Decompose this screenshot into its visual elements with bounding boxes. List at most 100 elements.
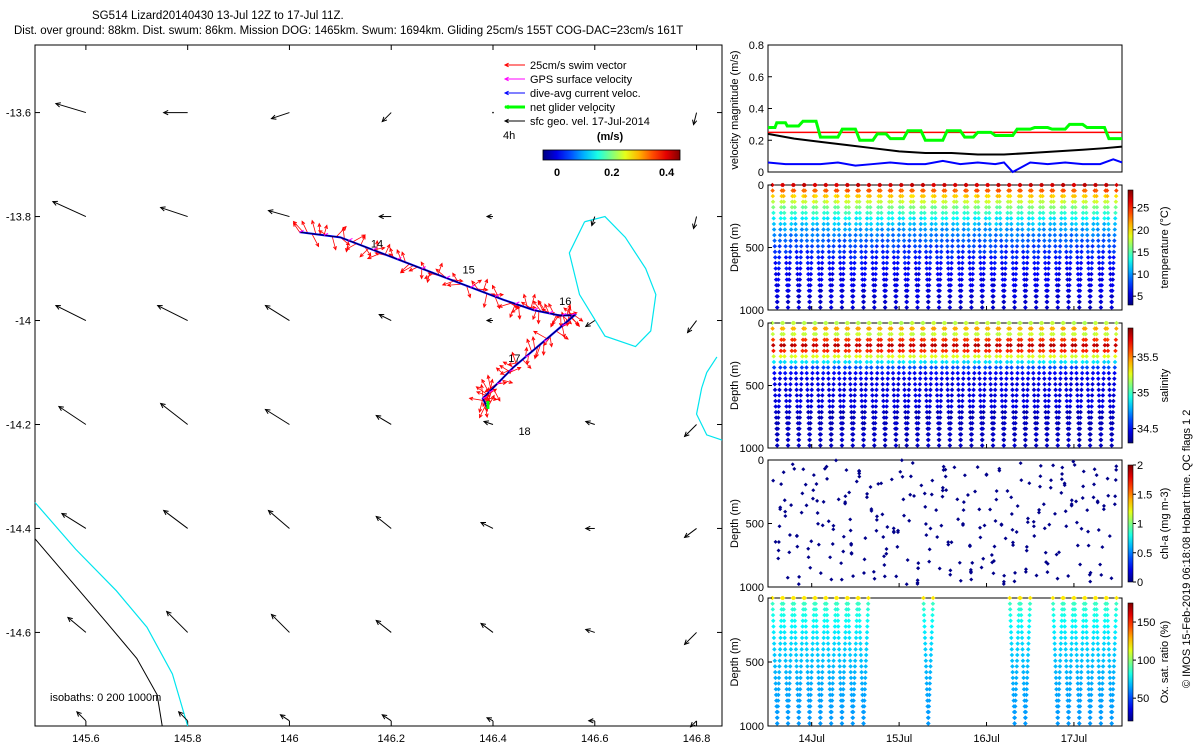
salinity-data-point <box>1030 354 1035 359</box>
temperature-data-point <box>958 305 963 310</box>
chla-data-point <box>967 543 972 548</box>
legend-entry: dive-avg current veloc. <box>530 88 641 100</box>
salinity-data-point <box>935 398 940 404</box>
temperature-data-point <box>1044 299 1050 305</box>
salinity-data-point <box>797 420 802 426</box>
salinity-data-point <box>813 331 819 337</box>
salinity-data-point <box>918 370 923 376</box>
swim-vector <box>563 307 574 316</box>
salinity-data-point <box>927 415 932 420</box>
salinity-data-point <box>776 415 781 420</box>
chla-data-point <box>989 553 994 557</box>
swim-vector <box>499 365 510 372</box>
oxygen-data-point <box>1064 664 1069 669</box>
velocity-y-label: velocity magnitude (m/s) <box>729 50 741 169</box>
temperature-data-point <box>926 305 931 310</box>
swim-vector <box>469 397 484 401</box>
chla-data-point <box>937 566 942 571</box>
oxygen-data-point <box>1090 664 1095 669</box>
chla-data-point <box>915 578 920 583</box>
oxygen-data-point <box>1075 686 1081 692</box>
temperature-data-point <box>1030 221 1036 227</box>
temperature-data-point <box>776 271 781 277</box>
salinity-data-point <box>821 348 827 354</box>
salinity-data-point <box>916 409 922 415</box>
oxygen-data-point <box>792 607 797 612</box>
salinity-data-point <box>800 348 805 354</box>
salinity-data-point <box>863 387 869 393</box>
temperature-data-point <box>870 266 876 271</box>
temperature-data-point <box>957 271 962 277</box>
swim-vector <box>489 379 493 392</box>
salinity-data-point <box>865 343 870 348</box>
oxygen-data-point <box>1026 624 1032 629</box>
oxygen-data-point <box>1099 686 1105 692</box>
salinity-data-point <box>865 337 870 342</box>
oxygen-data-point <box>832 624 838 629</box>
salinity-data-point <box>861 432 867 437</box>
salinity-data-point <box>1077 437 1082 443</box>
temperature-data-point <box>805 266 811 271</box>
salinity-data-point <box>1063 376 1069 381</box>
oxygen-data-point <box>783 675 789 681</box>
temperature-data-point <box>786 277 792 282</box>
temperature-data-point <box>1058 221 1064 227</box>
salinity-data-point <box>890 370 896 376</box>
geo-velocity-vector <box>480 522 494 529</box>
salinity-data-point <box>1012 443 1017 448</box>
salinity-data-point <box>948 420 954 426</box>
temperature-data-point <box>1059 210 1064 216</box>
swim-vector-arrowhead <box>471 280 476 285</box>
temperature-y-label: Depth (m) <box>729 223 741 272</box>
temperature-data-point <box>1056 282 1061 288</box>
swim-vector-arrowhead <box>375 239 380 245</box>
salinity-data-point <box>993 365 999 370</box>
salinity-data-point <box>1002 420 1007 426</box>
salinity-data-point <box>897 354 902 359</box>
salinity-data-point <box>996 326 1002 331</box>
temperature-data-point <box>937 294 942 299</box>
temperature-data-point <box>916 277 921 282</box>
temperature-data-point <box>1026 216 1032 221</box>
swim-vector <box>360 235 366 246</box>
swim-vector <box>544 304 550 314</box>
temperature-data-point <box>1037 221 1042 227</box>
temperature-data-point <box>881 266 886 271</box>
oxygen-data-point <box>1069 647 1074 652</box>
temperature-data-point <box>1025 232 1031 238</box>
salinity-data-point <box>1094 331 1099 337</box>
salinity-data-point <box>897 343 903 348</box>
temperature-data-point <box>1021 255 1026 260</box>
salinity-data-point <box>1063 381 1069 387</box>
oxygen-data-point <box>837 664 843 669</box>
geo-velocity-arrowhead <box>683 639 690 646</box>
temperature-data-point <box>1112 216 1118 221</box>
temperature-data-point <box>859 266 865 271</box>
temperature-data-point <box>1048 205 1054 210</box>
salinity-data-point <box>859 393 864 398</box>
gps-surface-vector <box>548 310 554 314</box>
chla-data-point <box>1011 543 1016 548</box>
salinity-data-point <box>883 420 889 426</box>
chla-data-point <box>1001 579 1006 584</box>
salinity-data-point <box>822 337 827 342</box>
salinity-data-point <box>1052 376 1058 381</box>
salinity-data-point <box>1031 393 1037 398</box>
salinity-data-point <box>1045 432 1050 437</box>
salinity-data-point <box>806 409 811 415</box>
temperature-data-point <box>818 288 824 294</box>
salinity-data-point <box>906 387 912 393</box>
oxygen-data-point <box>1018 595 1023 601</box>
salinity-data-point <box>934 381 939 387</box>
salinity-data-point <box>903 409 908 415</box>
temperature-data-point <box>873 266 879 271</box>
temperature-data-point <box>785 305 791 310</box>
salinity-data-point <box>1035 398 1041 404</box>
salinity-data-point <box>1069 359 1075 365</box>
temperature-data-point <box>1012 288 1018 294</box>
oxygen-data-point <box>1059 618 1064 624</box>
oxygen-data-point <box>1108 686 1113 692</box>
figure-title-line1: SG514 Lizard20140430 13-Jul 12Z to 17-Ju… <box>92 10 344 22</box>
temperature-data-point <box>970 260 976 266</box>
temperature-data-point <box>861 288 867 294</box>
